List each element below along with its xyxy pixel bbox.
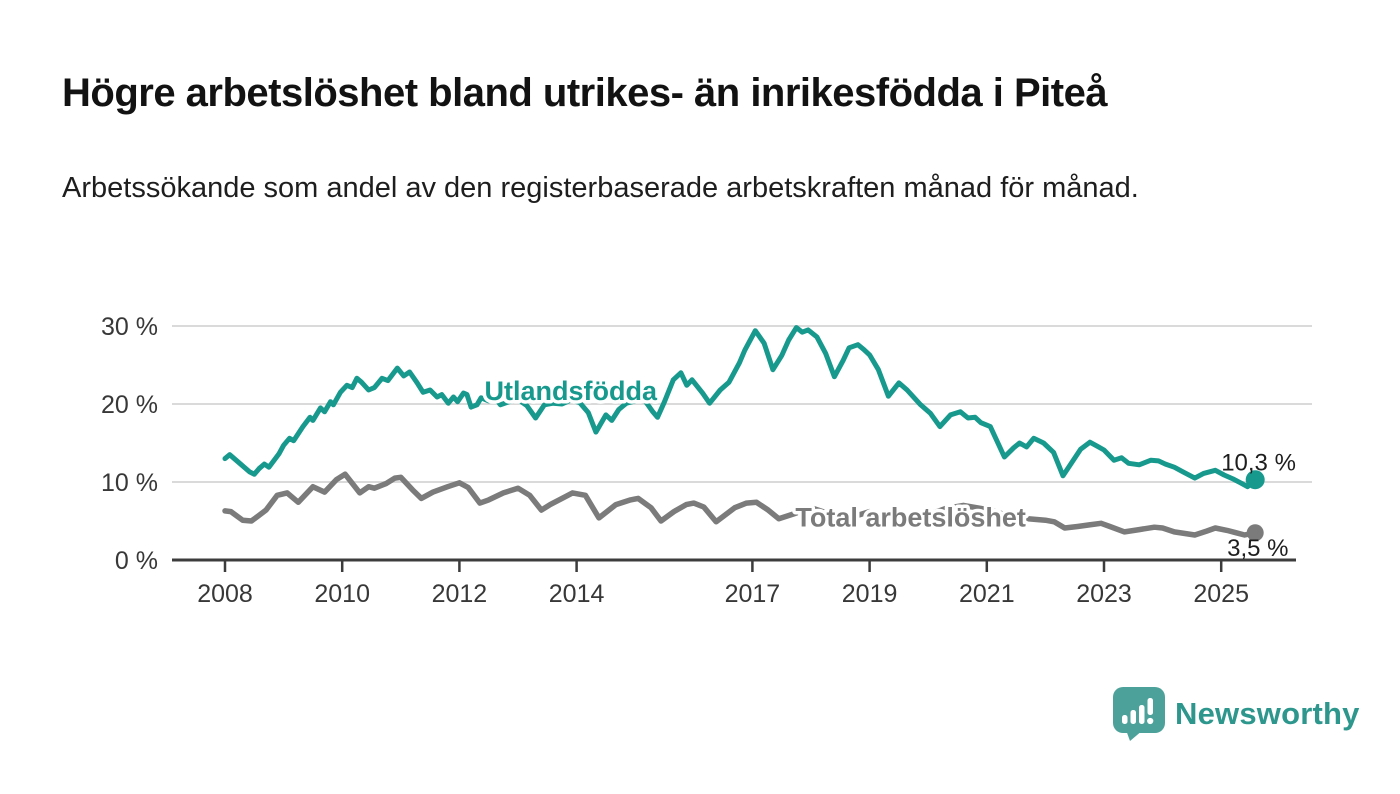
value-annotation: 10,3 %	[1221, 449, 1296, 476]
page-title: Högre arbetslöshet bland utrikes- än inr…	[62, 71, 1108, 115]
newsworthy-logo-text: Newsworthy	[1175, 696, 1360, 731]
series-end-dot	[1245, 470, 1265, 490]
x-axis-tick-label: 2025	[1193, 580, 1249, 608]
x-axis-tick-label: 2008	[197, 580, 253, 608]
series-label-total: Total arbetslöshet	[795, 502, 1026, 532]
x-axis-tick-label: 2010	[314, 580, 370, 608]
x-axis-tick-label: 2021	[959, 580, 1015, 608]
value-annotation: 3,5 %	[1227, 535, 1288, 562]
newsworthy-logo-icon	[1113, 687, 1165, 741]
y-axis-tick-label: 10 %	[101, 469, 158, 497]
x-axis-tick-label: 2014	[549, 580, 605, 608]
x-axis-tick-label: 2019	[842, 580, 898, 608]
x-axis-tick-label: 2017	[725, 580, 781, 608]
series-label-utlandsfodda: Utlandsfödda	[484, 376, 657, 406]
y-axis-tick-label: 30 %	[101, 313, 158, 341]
series-end-dot	[1246, 524, 1264, 542]
series-line-utlandsfodda	[222, 325, 1258, 490]
chart-subtitle: Arbetssökande som andel av den registerb…	[62, 172, 1139, 204]
y-axis-tick-label: 0 %	[115, 547, 158, 575]
y-axis-tick-label: 20 %	[101, 391, 158, 419]
x-axis-tick-label: 2012	[432, 580, 488, 608]
newsworthy-logo: Newsworthy	[1113, 687, 1360, 741]
x-axis-tick-label: 2023	[1076, 580, 1132, 608]
series-line-total	[222, 471, 1258, 538]
